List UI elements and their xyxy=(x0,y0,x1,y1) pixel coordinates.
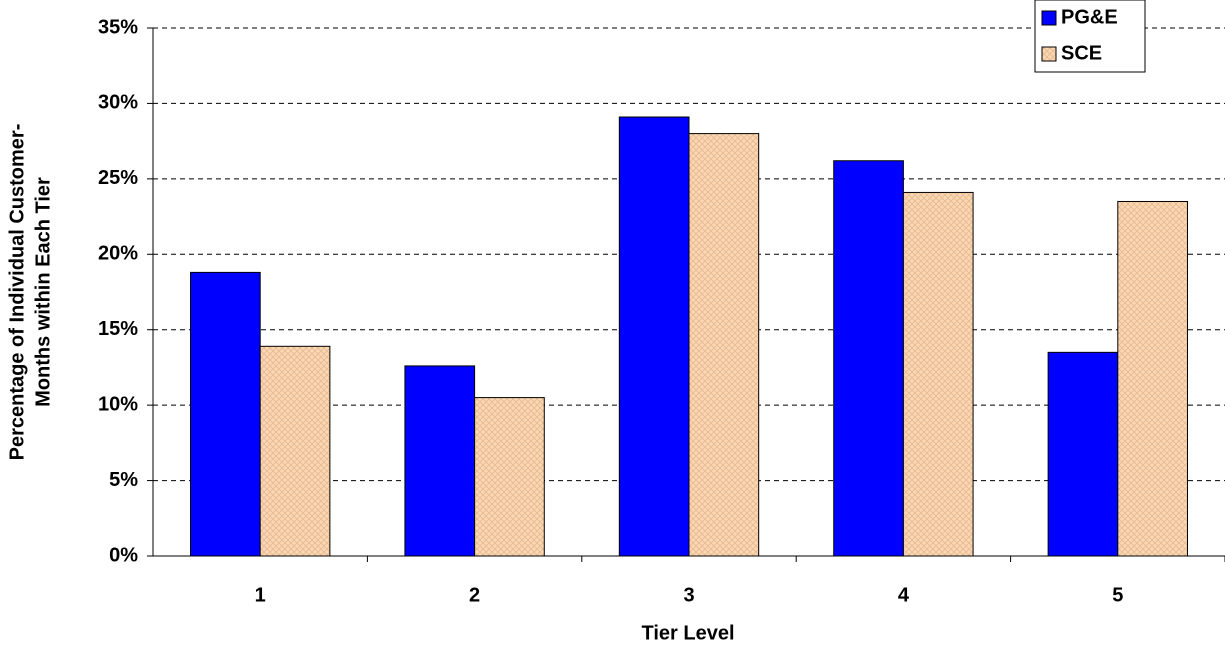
legend-label: PG&E xyxy=(1061,6,1118,28)
bar xyxy=(618,116,690,557)
y-tick-label: 35% xyxy=(98,16,138,38)
bar xyxy=(688,133,760,557)
y-tick-label: 10% xyxy=(98,393,138,415)
legend-swatch xyxy=(1041,46,1057,62)
bar xyxy=(190,271,261,557)
y-tick-label: 30% xyxy=(98,92,138,114)
bar xyxy=(902,191,974,557)
y-tick-label: 25% xyxy=(98,167,138,189)
bar xyxy=(404,365,476,557)
x-tick-label: 4 xyxy=(898,584,910,606)
legend-swatch xyxy=(1041,10,1057,26)
x-tick-label: 5 xyxy=(1112,584,1123,606)
legend-label: SCE xyxy=(1061,42,1102,64)
bar xyxy=(474,397,545,557)
y-axis-title: Percentage of Individual Customer- xyxy=(6,124,28,461)
y-axis-title: Months within Each Tier xyxy=(32,177,54,407)
y-tick-label: 20% xyxy=(98,243,138,265)
x-axis-title: Tier Level xyxy=(641,622,734,644)
bar xyxy=(833,160,904,557)
bar xyxy=(1117,200,1188,557)
y-tick-label: 5% xyxy=(109,469,138,491)
y-tick-label: 15% xyxy=(98,318,138,340)
y-tick-label: 0% xyxy=(109,544,138,566)
x-tick-label: 1 xyxy=(255,584,266,606)
x-tick-label: 2 xyxy=(469,584,480,606)
bar xyxy=(1047,351,1119,557)
bar xyxy=(259,345,331,557)
x-tick-label: 3 xyxy=(683,584,694,606)
